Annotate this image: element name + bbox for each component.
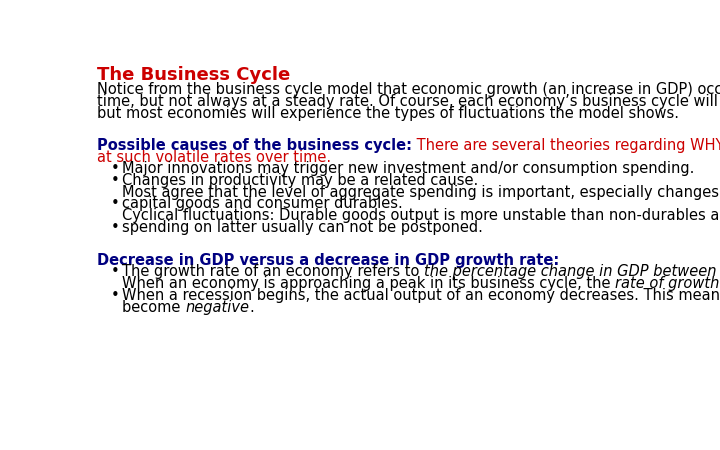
Text: The Business Cycle: The Business Cycle — [96, 66, 290, 84]
Text: negative: negative — [185, 300, 249, 315]
Text: •: • — [111, 196, 120, 211]
Text: spending on latter usually can not be postponed.: spending on latter usually can not be po… — [122, 220, 483, 235]
Text: the percentage change in GDP between two periods of time.: the percentage change in GDP between two… — [424, 265, 720, 279]
Text: Notice from the business cycle model that economic growth (an increase in GDP) o: Notice from the business cycle model tha… — [96, 82, 720, 97]
Text: become: become — [122, 300, 185, 315]
Text: Changes in productivity may be a related cause.: Changes in productivity may be a related… — [122, 173, 479, 188]
Text: The growth rate of an economy refers to: The growth rate of an economy refers to — [122, 265, 424, 279]
Text: rate of growth: rate of growth — [616, 276, 720, 291]
Text: time, but not always at a steady rate. Of course, each economy’s business cycle : time, but not always at a steady rate. O… — [96, 94, 720, 109]
Text: Major innovations may trigger new investment and/or consumption spending.: Major innovations may trigger new invest… — [122, 161, 695, 176]
Text: .: . — [249, 300, 254, 315]
Text: Cyclical fluctuations: Durable goods output is more unstable than non-durables a: Cyclical fluctuations: Durable goods out… — [122, 208, 720, 223]
Text: Decrease in GDP versus a decrease in GDP growth rate:: Decrease in GDP versus a decrease in GDP… — [96, 252, 559, 268]
Text: Most agree that the level of aggregate spending is important, especially changes: Most agree that the level of aggregate s… — [122, 184, 720, 200]
Text: When a recession begins, the actual output of an economy decreases. This means t: When a recession begins, the actual outp… — [122, 288, 720, 303]
Text: When an economy is approaching a peak in its business cycle, the: When an economy is approaching a peak in… — [122, 276, 616, 291]
Text: •: • — [111, 161, 120, 176]
Text: There are several theories regarding WHY countries grow: There are several theories regarding WHY… — [412, 138, 720, 153]
Text: •: • — [111, 173, 120, 188]
Text: but most economies will experience the types of fluctuations the model shows.: but most economies will experience the t… — [96, 106, 679, 121]
Text: at such volatile rates over time.: at such volatile rates over time. — [96, 150, 330, 165]
Text: capital goods and consumer durables.: capital goods and consumer durables. — [122, 196, 403, 211]
Text: •: • — [111, 265, 120, 279]
Text: •: • — [111, 288, 120, 303]
Text: Possible causes of the business cycle:: Possible causes of the business cycle: — [96, 138, 412, 153]
Text: •: • — [111, 220, 120, 235]
